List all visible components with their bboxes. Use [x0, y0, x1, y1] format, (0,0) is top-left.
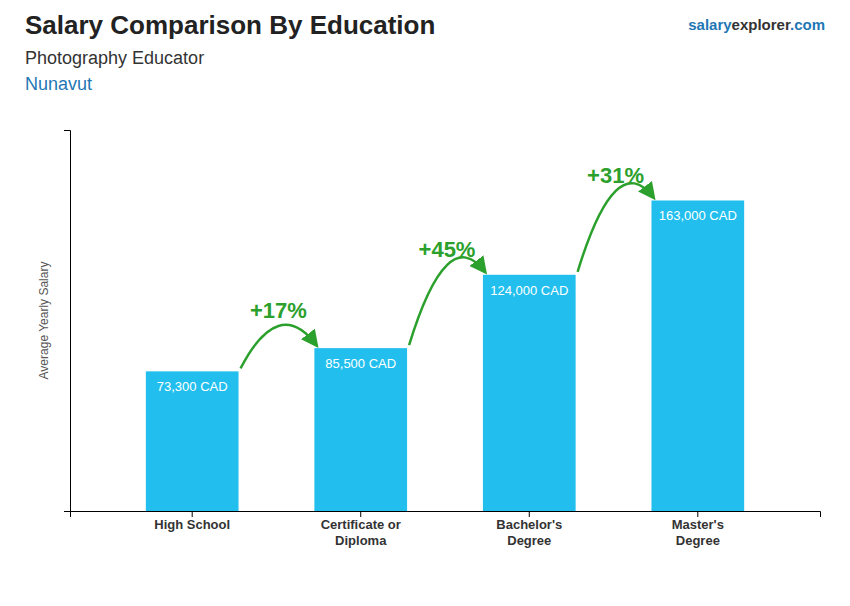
- annotation: +17%: [250, 298, 307, 323]
- annotations: +17% +45% +31%: [241, 163, 654, 368]
- title: Salary Comparison By Education: [25, 10, 435, 40]
- x-tick-mark: [360, 511, 361, 517]
- annotation: +45%: [419, 237, 476, 262]
- data-label: 163,000 CAD: [659, 208, 737, 223]
- brand-part: explorer: [732, 16, 791, 33]
- bar: [651, 200, 744, 511]
- data-label: 124,000 CAD: [490, 283, 568, 298]
- bar: [314, 348, 407, 511]
- annotation: +31%: [587, 163, 644, 188]
- y-axis-line: [64, 131, 71, 512]
- x-tick: High School: [154, 511, 230, 532]
- bar: [146, 371, 239, 511]
- data-labels: 73,300 CAD 85,500 CAD 124,000 CAD 163,000 C…: [157, 208, 737, 394]
- bar: [483, 275, 576, 511]
- change-arrow: [241, 325, 317, 369]
- chart: Salary Comparison By Education Photograph…: [0, 0, 850, 606]
- x-tick-label: Master'sDegree: [672, 517, 724, 548]
- x-axis-line: [71, 512, 821, 518]
- brand: salaryexplorer.com: [688, 16, 825, 33]
- x-tick-mark: [697, 511, 698, 517]
- x-tick-label: High School: [154, 517, 230, 532]
- region: Nunavut: [25, 74, 92, 94]
- data-label: 85,500 CAD: [325, 356, 396, 371]
- x-tick-mark: [192, 511, 193, 517]
- x-axis: High School Certificate orDiploma Bachelor…: [71, 511, 821, 548]
- bars: [146, 200, 744, 511]
- brand-part: .com: [790, 16, 825, 33]
- data-label: 73,300 CAD: [157, 379, 228, 394]
- change-arrow: [409, 257, 485, 345]
- y-axis-label: Average Yearly Salary: [37, 262, 51, 380]
- x-tick: Certificate orDiploma: [321, 511, 401, 548]
- change-arrow: [578, 183, 654, 272]
- subtitle: Photography Educator: [25, 48, 204, 68]
- plot: High School Certificate orDiploma Bachelor…: [64, 131, 821, 549]
- x-tick-mark: [529, 511, 530, 517]
- x-tick-label: Bachelor'sDegree: [496, 517, 562, 548]
- y-axis: [64, 131, 71, 512]
- x-tick: Bachelor'sDegree: [496, 511, 562, 548]
- x-tick: Master'sDegree: [672, 511, 724, 548]
- x-tick-label: Certificate orDiploma: [321, 517, 401, 548]
- brand-part: salary: [688, 16, 732, 33]
